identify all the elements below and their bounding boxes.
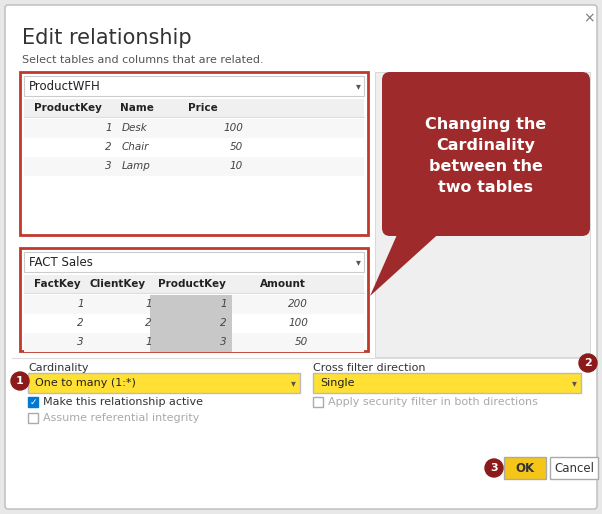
Text: 1: 1 bbox=[16, 376, 24, 386]
Text: Select tables and columns that are related.: Select tables and columns that are relat… bbox=[22, 55, 264, 65]
Text: 2: 2 bbox=[584, 358, 592, 368]
Text: 3: 3 bbox=[220, 337, 227, 347]
FancyBboxPatch shape bbox=[504, 457, 546, 479]
Text: 2: 2 bbox=[78, 318, 84, 328]
Text: Desk: Desk bbox=[122, 123, 147, 133]
Text: Lamp: Lamp bbox=[122, 161, 151, 171]
Text: 1: 1 bbox=[145, 299, 152, 309]
Circle shape bbox=[11, 372, 29, 390]
Text: Cardinality: Cardinality bbox=[28, 363, 88, 373]
Text: Apply security filter in both directions: Apply security filter in both directions bbox=[328, 397, 538, 407]
Text: ▾: ▾ bbox=[356, 257, 361, 267]
Text: Cancel: Cancel bbox=[554, 462, 594, 474]
FancyBboxPatch shape bbox=[24, 314, 364, 333]
FancyBboxPatch shape bbox=[24, 295, 364, 314]
FancyBboxPatch shape bbox=[24, 333, 364, 352]
Text: One to many (1:*): One to many (1:*) bbox=[35, 378, 136, 388]
Text: Make this relationship active: Make this relationship active bbox=[43, 397, 203, 407]
Text: Chair: Chair bbox=[122, 142, 149, 152]
Text: OK: OK bbox=[515, 462, 535, 474]
FancyBboxPatch shape bbox=[150, 314, 232, 333]
FancyBboxPatch shape bbox=[382, 72, 590, 236]
Text: ▾: ▾ bbox=[571, 378, 577, 388]
Text: 100: 100 bbox=[223, 123, 243, 133]
Text: 1: 1 bbox=[145, 337, 152, 347]
Text: ProductWFH: ProductWFH bbox=[29, 80, 101, 93]
Polygon shape bbox=[370, 228, 445, 296]
Text: 3: 3 bbox=[78, 337, 84, 347]
Circle shape bbox=[579, 354, 597, 372]
FancyBboxPatch shape bbox=[24, 76, 364, 96]
Text: 2: 2 bbox=[220, 318, 227, 328]
Text: 2: 2 bbox=[105, 142, 112, 152]
Text: 50: 50 bbox=[230, 142, 243, 152]
Circle shape bbox=[485, 459, 503, 477]
FancyBboxPatch shape bbox=[20, 248, 368, 351]
FancyBboxPatch shape bbox=[24, 252, 364, 272]
Text: ×: × bbox=[583, 11, 595, 25]
FancyBboxPatch shape bbox=[24, 119, 364, 138]
Text: ▾: ▾ bbox=[291, 378, 296, 388]
Text: ProductKey: ProductKey bbox=[34, 103, 102, 113]
Text: 1: 1 bbox=[78, 299, 84, 309]
FancyBboxPatch shape bbox=[375, 72, 590, 357]
Text: ClientKey: ClientKey bbox=[90, 279, 146, 289]
Text: Edit relationship: Edit relationship bbox=[22, 28, 191, 48]
Text: 2: 2 bbox=[145, 318, 152, 328]
FancyBboxPatch shape bbox=[24, 99, 364, 117]
FancyBboxPatch shape bbox=[550, 457, 598, 479]
FancyBboxPatch shape bbox=[313, 373, 581, 393]
FancyBboxPatch shape bbox=[28, 373, 300, 393]
Text: 200: 200 bbox=[288, 299, 308, 309]
Text: Amount: Amount bbox=[260, 279, 306, 289]
FancyBboxPatch shape bbox=[24, 275, 364, 293]
Text: Changing the
Cardinality
between the
two tables: Changing the Cardinality between the two… bbox=[426, 117, 547, 195]
Text: 1: 1 bbox=[220, 299, 227, 309]
Text: 100: 100 bbox=[288, 318, 308, 328]
Text: Single: Single bbox=[320, 378, 355, 388]
Text: ProductKey: ProductKey bbox=[158, 279, 226, 289]
FancyBboxPatch shape bbox=[313, 397, 323, 407]
FancyBboxPatch shape bbox=[5, 5, 597, 509]
FancyBboxPatch shape bbox=[24, 138, 364, 157]
Text: Assume referential integrity: Assume referential integrity bbox=[43, 413, 199, 423]
Text: Cross filter direction: Cross filter direction bbox=[313, 363, 426, 373]
FancyBboxPatch shape bbox=[28, 397, 38, 407]
Text: 3: 3 bbox=[490, 463, 498, 473]
Text: ▾: ▾ bbox=[356, 81, 361, 91]
Text: FACT Sales: FACT Sales bbox=[29, 255, 93, 268]
Text: Name: Name bbox=[120, 103, 154, 113]
FancyBboxPatch shape bbox=[20, 72, 368, 235]
FancyBboxPatch shape bbox=[28, 413, 38, 423]
Text: 1: 1 bbox=[105, 123, 112, 133]
Text: Price: Price bbox=[188, 103, 218, 113]
FancyBboxPatch shape bbox=[150, 295, 232, 314]
Text: FactKey: FactKey bbox=[34, 279, 81, 289]
Text: 10: 10 bbox=[230, 161, 243, 171]
FancyBboxPatch shape bbox=[150, 333, 232, 352]
Text: 50: 50 bbox=[295, 337, 308, 347]
FancyBboxPatch shape bbox=[24, 157, 364, 176]
Text: 3: 3 bbox=[105, 161, 112, 171]
Text: ✓: ✓ bbox=[29, 397, 37, 407]
